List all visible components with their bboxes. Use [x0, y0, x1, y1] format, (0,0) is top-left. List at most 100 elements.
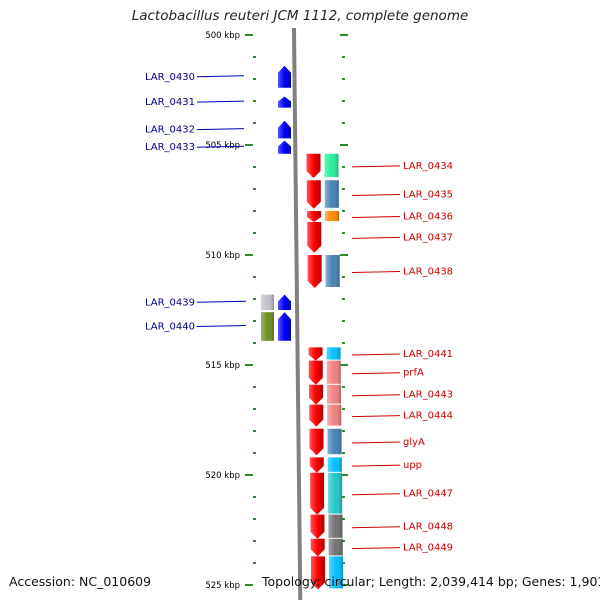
gene-lar_0433[interactable]: [278, 140, 291, 154]
scale-minor-tick-right: [342, 320, 345, 322]
gene-label-lar_0438: LAR_0438: [403, 267, 453, 278]
scale-minor-tick: [253, 518, 256, 520]
scale-minor-tick: [253, 430, 256, 432]
gene-lar_0438[interactable]: [307, 255, 322, 288]
gene-label-lar_0432: LAR_0432: [145, 125, 195, 136]
gene-label-lar_0437: LAR_0437: [403, 232, 453, 243]
label-line-lar_0440: [196, 325, 247, 327]
scale-minor-tick-right: [342, 188, 345, 190]
genome-stats-label: Topology: circular; Length: 2,039,414 bp…: [262, 574, 600, 589]
scale-minor-tick-right: [342, 342, 345, 344]
scale-minor-tick-right: [342, 78, 345, 80]
gene-label-glya: glyA: [403, 437, 425, 448]
scale-minor-tick-right: [342, 56, 345, 58]
scale-minor-tick-right: [342, 496, 345, 498]
gene-label-lar_0448: LAR_0448: [403, 522, 453, 533]
gene-gene-20[interactable]: [310, 556, 325, 590]
scale-minor-tick: [253, 210, 256, 212]
label-line-glya: [351, 441, 401, 444]
scale-minor-tick: [253, 540, 256, 542]
label-line-lar_0449: [351, 547, 401, 550]
label-line-lar_0430: [196, 75, 245, 78]
gene-lar_0443[interactable]: [309, 384, 324, 405]
gene-label-lar_0435: LAR_0435: [403, 190, 453, 201]
gene-label-lar_0431: LAR_0431: [145, 97, 195, 108]
scale-minor-tick: [253, 342, 256, 344]
scale-label-520: 520 kbp: [205, 471, 240, 481]
gene-label-upp: upp: [403, 460, 422, 471]
scale-minor-tick-right: [342, 166, 345, 168]
label-line-lar_0431: [196, 100, 245, 103]
scale-minor-tick-right: [342, 298, 345, 300]
scale-label-525: 525 kbp: [205, 581, 240, 591]
label-line-prfa: [351, 372, 401, 375]
gene-label-lar_0439: LAR_0439: [145, 297, 195, 308]
cog-shade-lar_0436: [325, 211, 340, 221]
scale-minor-tick: [253, 276, 256, 278]
label-line-lar_0447: [351, 493, 401, 496]
scale-label-515: 515 kbp: [205, 361, 240, 371]
gene-upp[interactable]: [309, 457, 324, 473]
gene-lar_0447[interactable]: [310, 472, 325, 515]
label-line-lar_0433: [196, 145, 245, 148]
cog-shade-lar_0439: [261, 294, 274, 310]
gene-lar_0431[interactable]: [278, 96, 291, 108]
scale-minor-tick-right: [342, 408, 345, 410]
gene-lar_0430[interactable]: [278, 65, 291, 88]
label-line-lar_0435: [351, 194, 401, 196]
scale-label-505: 505 kbp: [205, 141, 240, 151]
label-line-lar_0441: [351, 353, 401, 356]
gene-lar_0436[interactable]: [307, 211, 322, 222]
label-line-lar_0438: [351, 271, 401, 273]
scale-minor-tick-right: [342, 276, 345, 278]
scale-minor-tick: [253, 298, 256, 300]
genome-title: Lactobacillus reuteri JCM 1112, complete…: [131, 8, 469, 24]
gene-label-lar_0433: LAR_0433: [145, 142, 195, 153]
scale-minor-tick-right: [342, 100, 345, 102]
cog-shade-lar_0441: [326, 347, 341, 360]
gene-prfa[interactable]: [308, 360, 323, 385]
scale-minor-tick-right: [342, 430, 345, 432]
gene-lar_0448[interactable]: [310, 514, 325, 539]
gene-lar_0432[interactable]: [278, 120, 291, 139]
scale-minor-tick: [253, 562, 256, 564]
label-line-lar_0439: [196, 300, 247, 303]
cog-shade-lar_0444: [327, 404, 342, 426]
scale-minor-tick: [253, 496, 256, 498]
accession-label: Accession: NC_010609: [9, 574, 152, 589]
scale-minor-tick-right: [342, 540, 345, 542]
cog-shade-lar_0440: [261, 312, 274, 341]
scale-minor-tick-right: [342, 452, 345, 454]
scale-minor-tick: [253, 56, 256, 58]
scale-minor-tick-right: [342, 562, 345, 564]
scale-minor-tick-right: [342, 232, 345, 234]
scale-label-500: 500 kbp: [205, 31, 240, 41]
label-line-lar_0444: [351, 415, 401, 418]
gene-label-lar_0441: LAR_0441: [403, 349, 453, 360]
scale-minor-tick-right: [342, 386, 345, 388]
cog-shade-lar_0448: [328, 514, 343, 538]
gene-lar_0434[interactable]: [306, 153, 321, 178]
gene-lar_0439[interactable]: [278, 294, 291, 310]
cog-shade-lar_0435: [324, 180, 339, 208]
scale-minor-tick: [253, 386, 256, 388]
gene-lar_0440[interactable]: [278, 312, 291, 341]
scale-minor-tick-right: [342, 210, 345, 212]
gene-lar_0437[interactable]: [307, 222, 322, 253]
scale-minor-tick: [253, 166, 256, 168]
gene-lar_0435[interactable]: [306, 180, 321, 209]
gene-label-lar_0443: LAR_0443: [403, 390, 453, 401]
scale-minor-tick: [253, 408, 256, 410]
gene-lar_0444[interactable]: [309, 404, 324, 427]
gene-label-lar_0430: LAR_0430: [145, 72, 195, 83]
scale-minor-tick: [253, 188, 256, 190]
cog-shade-prfa: [326, 360, 341, 384]
gene-lar_0449[interactable]: [310, 538, 325, 557]
gene-lar_0441[interactable]: [308, 347, 323, 361]
scale-minor-tick: [253, 122, 256, 124]
genome-axis-line: [291, 27, 303, 600]
gene-glya[interactable]: [309, 428, 324, 456]
gene-label-lar_0436: LAR_0436: [403, 212, 453, 223]
cog-shade-lar_0438: [325, 255, 340, 287]
label-line-lar_0437: [351, 236, 401, 239]
